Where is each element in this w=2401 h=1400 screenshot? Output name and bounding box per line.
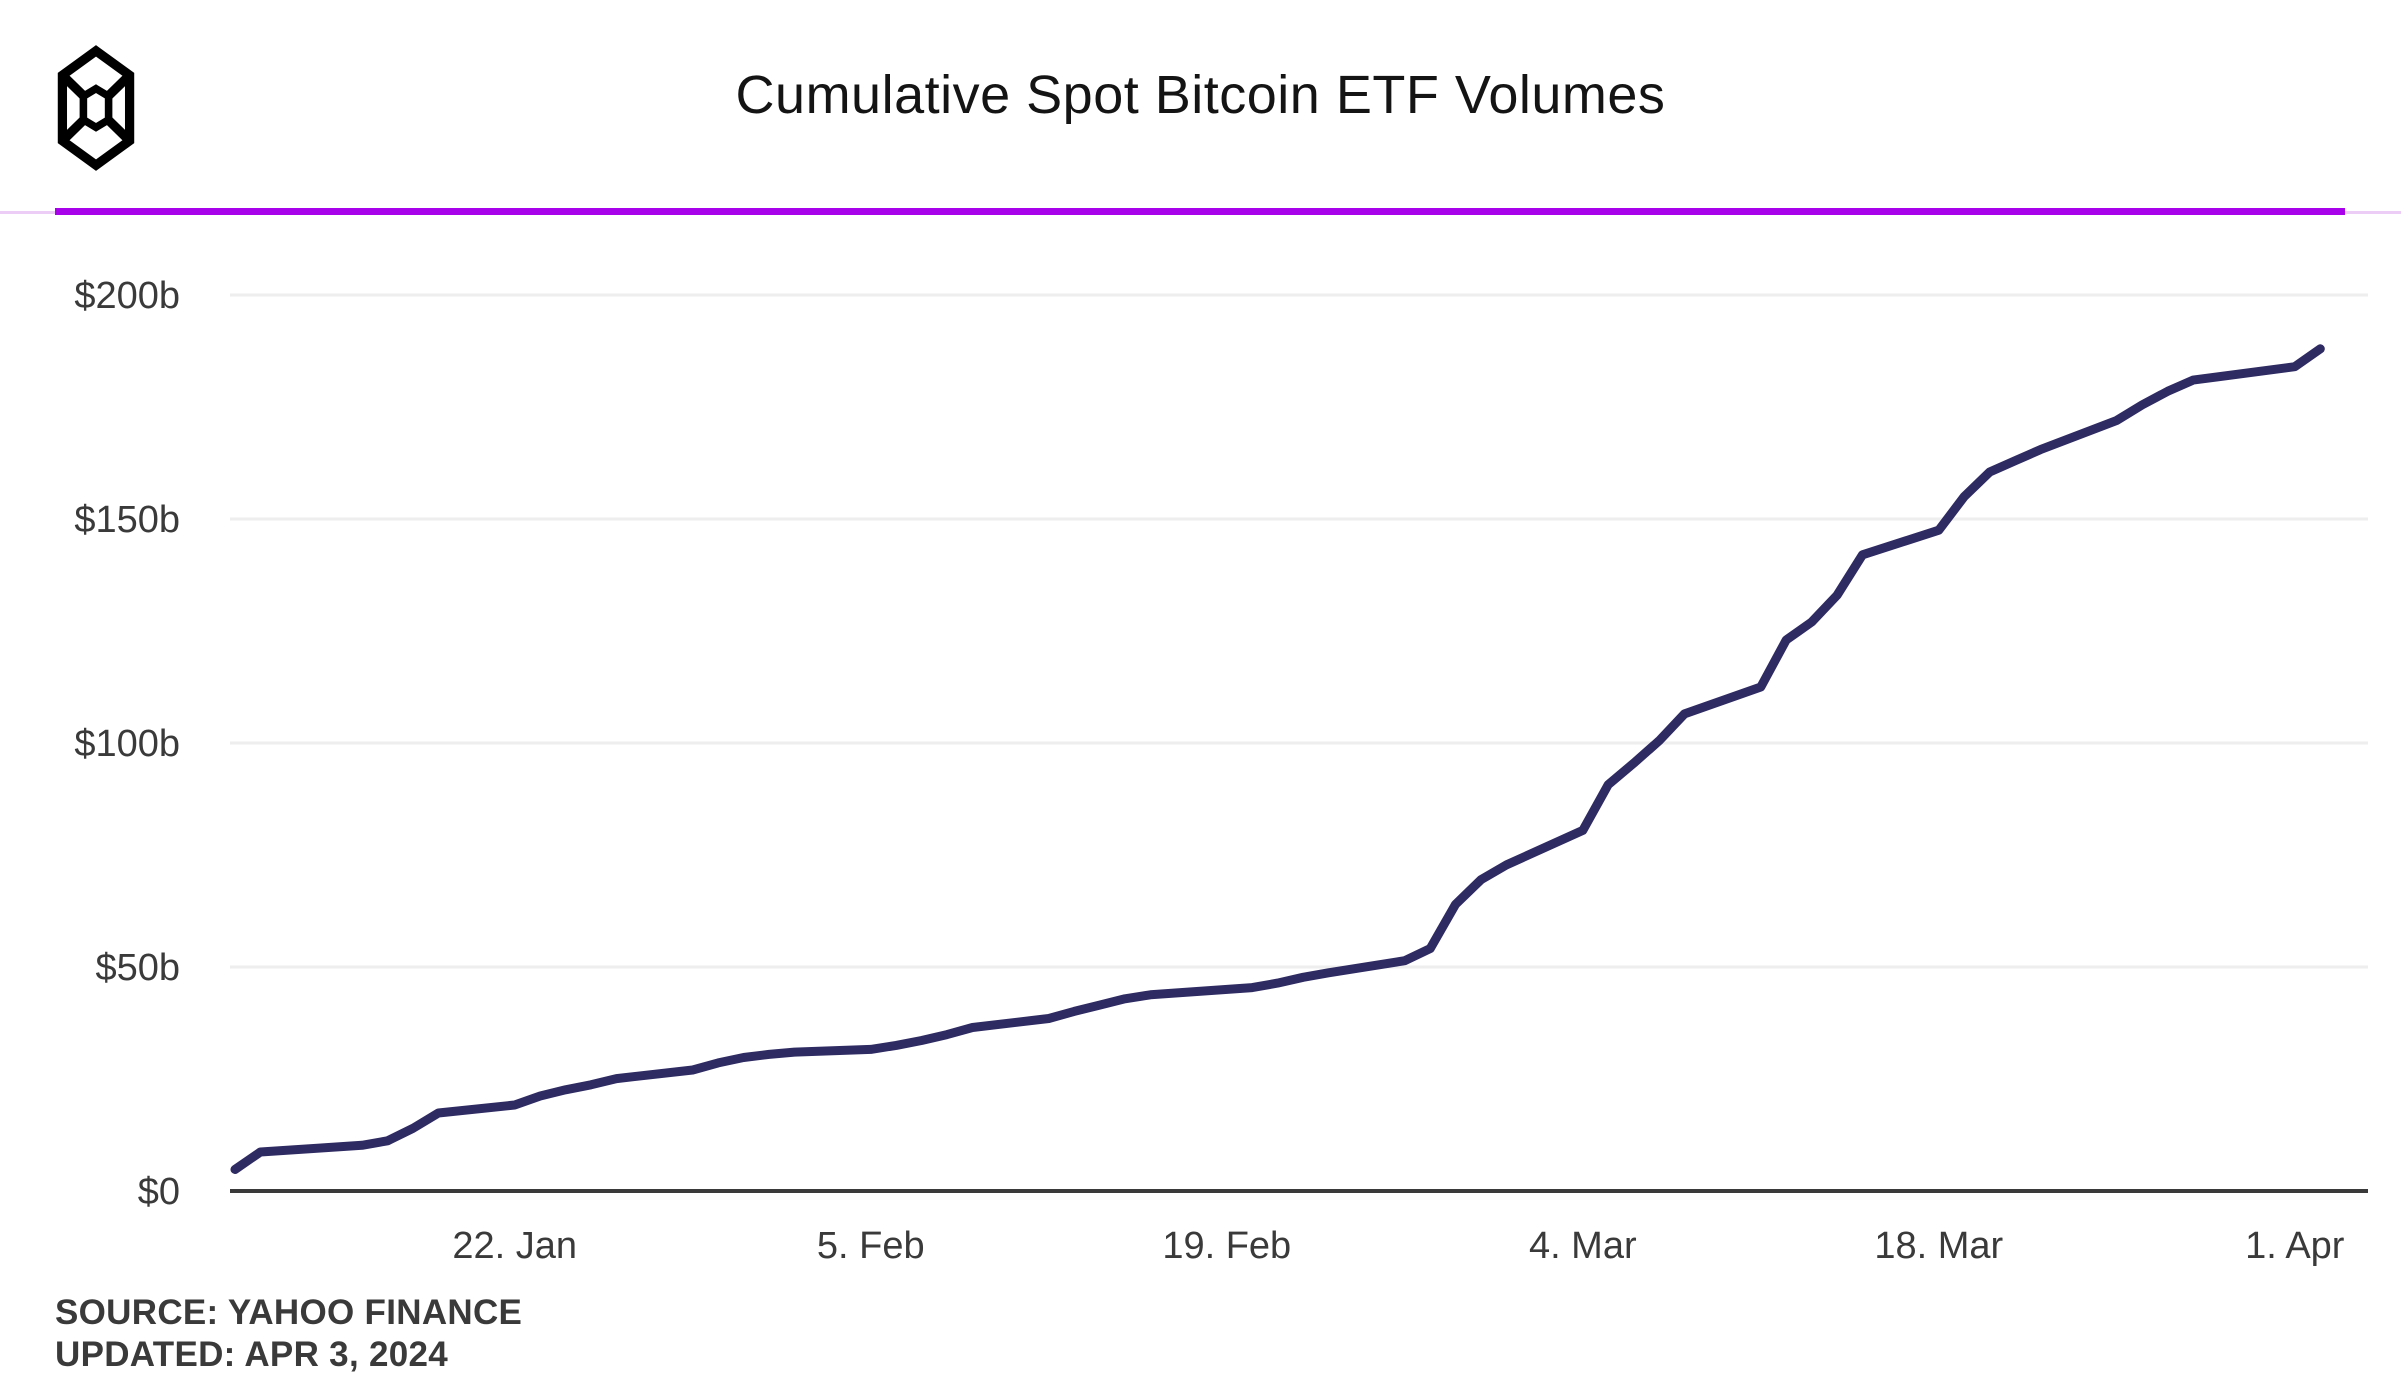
y-tick-label: $100b — [74, 723, 180, 765]
source-label: SOURCE: YAHOO FINANCE — [55, 1293, 523, 1332]
attribution: SOURCE: YAHOO FINANCE UPDATED: APR 3, 20… — [55, 1292, 522, 1376]
x-tick-label: 1. Apr — [2245, 1225, 2345, 1267]
x-tick-label: 5. Feb — [817, 1225, 925, 1267]
block-cube-logo — [57, 45, 135, 171]
x-tick-label: 22. Jan — [452, 1225, 577, 1267]
x-tick-label: 4. Mar — [1529, 1225, 1637, 1267]
y-tick-label: $150b — [74, 499, 180, 541]
y-tick-label: $50b — [95, 947, 180, 989]
volume-line — [230, 344, 2325, 1174]
updated-label: UPDATED: APR 3, 2024 — [55, 1335, 449, 1374]
y-tick-label: $0 — [138, 1171, 180, 1213]
page-title: Cumulative Spot Bitcoin ETF Volumes — [735, 65, 1666, 125]
x-tick-label: 18. Mar — [1874, 1225, 2003, 1267]
header-divider — [0, 207, 2401, 217]
y-tick-label: $200b — [74, 275, 180, 317]
x-tick-label: 19. Feb — [1162, 1225, 1291, 1267]
header-divider-purple-rule — [55, 208, 2345, 215]
